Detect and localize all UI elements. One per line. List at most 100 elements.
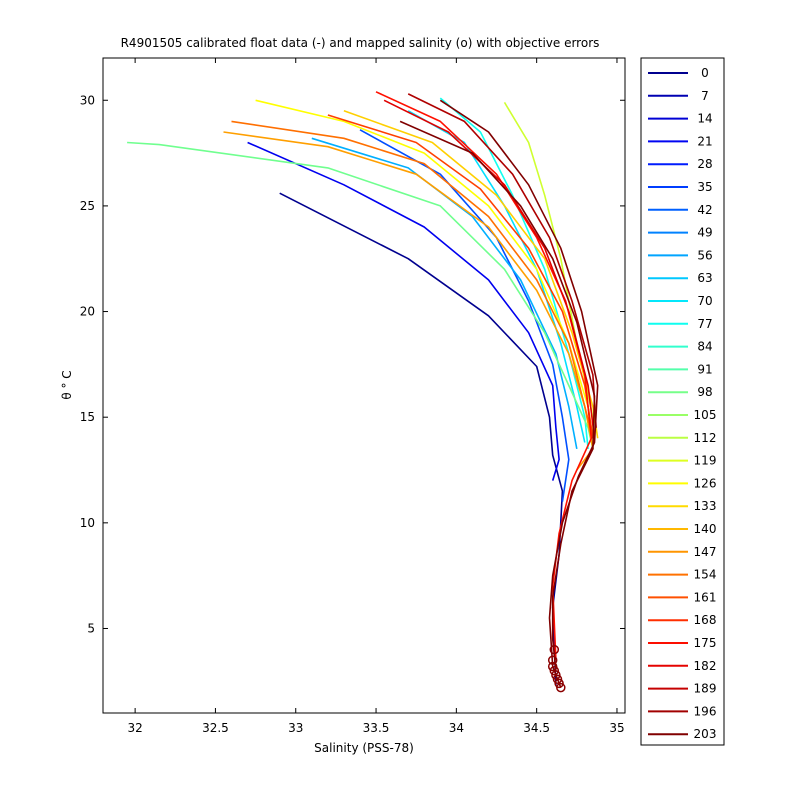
- legend-label: 147: [694, 545, 717, 559]
- legend-item-175: 175: [648, 636, 716, 650]
- legend-label: 196: [694, 704, 717, 718]
- legend-label: 28: [697, 157, 712, 171]
- legend-label: 126: [694, 476, 717, 490]
- legend-item-140: 140: [648, 522, 716, 536]
- legend-item-182: 182: [648, 659, 716, 673]
- legend-item-112: 112: [648, 431, 716, 445]
- data-markers: [547, 644, 566, 693]
- legend-box: [640, 57, 725, 746]
- legend-label: 161: [694, 590, 717, 604]
- legend-label: 140: [694, 522, 717, 536]
- legend-label: 84: [697, 340, 712, 354]
- y-tick-label: 25: [80, 199, 95, 213]
- legend-item-14: 14: [648, 112, 713, 126]
- legend-item-147: 147: [648, 545, 716, 559]
- legend-item-203: 203: [648, 727, 716, 741]
- legend-label: 63: [697, 271, 712, 285]
- legend-item-119: 119: [648, 454, 716, 468]
- y-axis-label: θ ° C: [60, 370, 74, 399]
- legend-label: 112: [694, 431, 717, 445]
- legend-item-189: 189: [648, 682, 716, 696]
- legend-item-168: 168: [648, 613, 716, 627]
- legend: 0 7 14 21 28 35 42 49 56 63 70 77 84 91 98 105 112 119 126…: [640, 57, 725, 746]
- legend-item-21: 21: [648, 134, 713, 148]
- plot-area: [102, 57, 626, 714]
- legend-label: 7: [701, 89, 709, 103]
- legend-label: 119: [694, 454, 717, 468]
- legend-item-35: 35: [648, 180, 713, 194]
- y-tick-label: 5: [87, 621, 95, 635]
- series-line-203: [439, 99, 599, 688]
- x-axis-ticks: 32 32.5 33 33.5 34 34.5 35: [127, 58, 625, 735]
- legend-item-49: 49: [648, 226, 713, 240]
- mapped-salinity-marker-3: [552, 674, 563, 684]
- legend-item-28: 28: [648, 157, 713, 171]
- legend-item-91: 91: [648, 362, 713, 376]
- legend-label: 70: [697, 294, 712, 308]
- x-tick-label: 34.5: [523, 721, 550, 735]
- legend-item-0: 0: [648, 66, 709, 80]
- y-tick-label: 30: [80, 93, 95, 107]
- mapped-salinity-marker-5: [556, 682, 566, 693]
- series-line-196: [399, 120, 596, 671]
- series-line-182: [383, 99, 596, 439]
- legend-item-77: 77: [648, 317, 713, 331]
- series-line-42: [311, 137, 578, 450]
- y-tick-label: 20: [80, 305, 95, 319]
- legend-label: 168: [694, 613, 717, 627]
- legend-label: 154: [694, 568, 717, 582]
- mapped-salinity-marker-7: [549, 644, 560, 655]
- series-line-98: [127, 141, 594, 450]
- mapped-salinity-marker-4: [554, 678, 564, 689]
- legend-label: 105: [694, 408, 717, 422]
- legend-item-126: 126: [648, 476, 716, 490]
- legend-item-70: 70: [648, 294, 713, 308]
- chart-title: R4901505 calibrated float data (-) and m…: [121, 36, 600, 50]
- x-tick-label: 32: [127, 721, 142, 735]
- series-line-133: [255, 99, 594, 439]
- series-line-70: [439, 97, 589, 449]
- legend-label: 56: [697, 248, 712, 262]
- legend-label: 0: [701, 66, 709, 80]
- legend-item-63: 63: [648, 271, 713, 285]
- data-lines: [127, 91, 599, 688]
- mapped-salinity-marker-2: [551, 670, 561, 680]
- legend-label: 189: [694, 682, 717, 696]
- mapped-salinity-marker-6: [547, 655, 558, 665]
- y-axis-ticks: 5 10 15 20 25 30: [80, 93, 625, 635]
- series-line-14: [247, 141, 560, 481]
- x-tick-label: 33.5: [363, 721, 390, 735]
- legend-label: 98: [697, 385, 712, 399]
- legend-label: 21: [697, 134, 712, 148]
- legend-label: 91: [697, 362, 712, 376]
- legend-label: 203: [694, 727, 717, 741]
- legend-item-84: 84: [648, 340, 713, 354]
- legend-label: 42: [697, 203, 712, 217]
- x-tick-label: 32.5: [202, 721, 229, 735]
- legend-item-154: 154: [648, 568, 716, 582]
- mapped-salinity-marker-0: [547, 661, 558, 672]
- legend-item-7: 7: [648, 89, 709, 103]
- series-line-168: [327, 114, 594, 439]
- legend-label: 35: [697, 180, 712, 194]
- y-tick-label: 15: [80, 410, 95, 424]
- legend-label: 182: [694, 659, 717, 673]
- legend-item-105: 105: [648, 408, 716, 422]
- x-tick-label: 33: [288, 721, 303, 735]
- legend-label: 14: [697, 112, 712, 126]
- legend-item-161: 161: [648, 590, 716, 604]
- series-line-147: [343, 110, 599, 439]
- series-line-161: [231, 120, 594, 439]
- series-line-119: [503, 101, 594, 449]
- legend-item-98: 98: [648, 385, 713, 399]
- legend-label: 49: [697, 226, 712, 240]
- y-tick-label: 10: [80, 516, 95, 530]
- legend-items: 0 7 14 21 28 35 42 49 56 63 70 77 84 91 98 105 112 119 126…: [648, 66, 716, 741]
- x-tick-label: 35: [609, 721, 624, 735]
- legend-label: 77: [697, 317, 712, 331]
- legend-label: 175: [694, 636, 717, 650]
- legend-label: 133: [694, 499, 717, 513]
- series-line-189: [407, 93, 597, 428]
- x-axis-label: Salinity (PSS-78): [314, 741, 414, 755]
